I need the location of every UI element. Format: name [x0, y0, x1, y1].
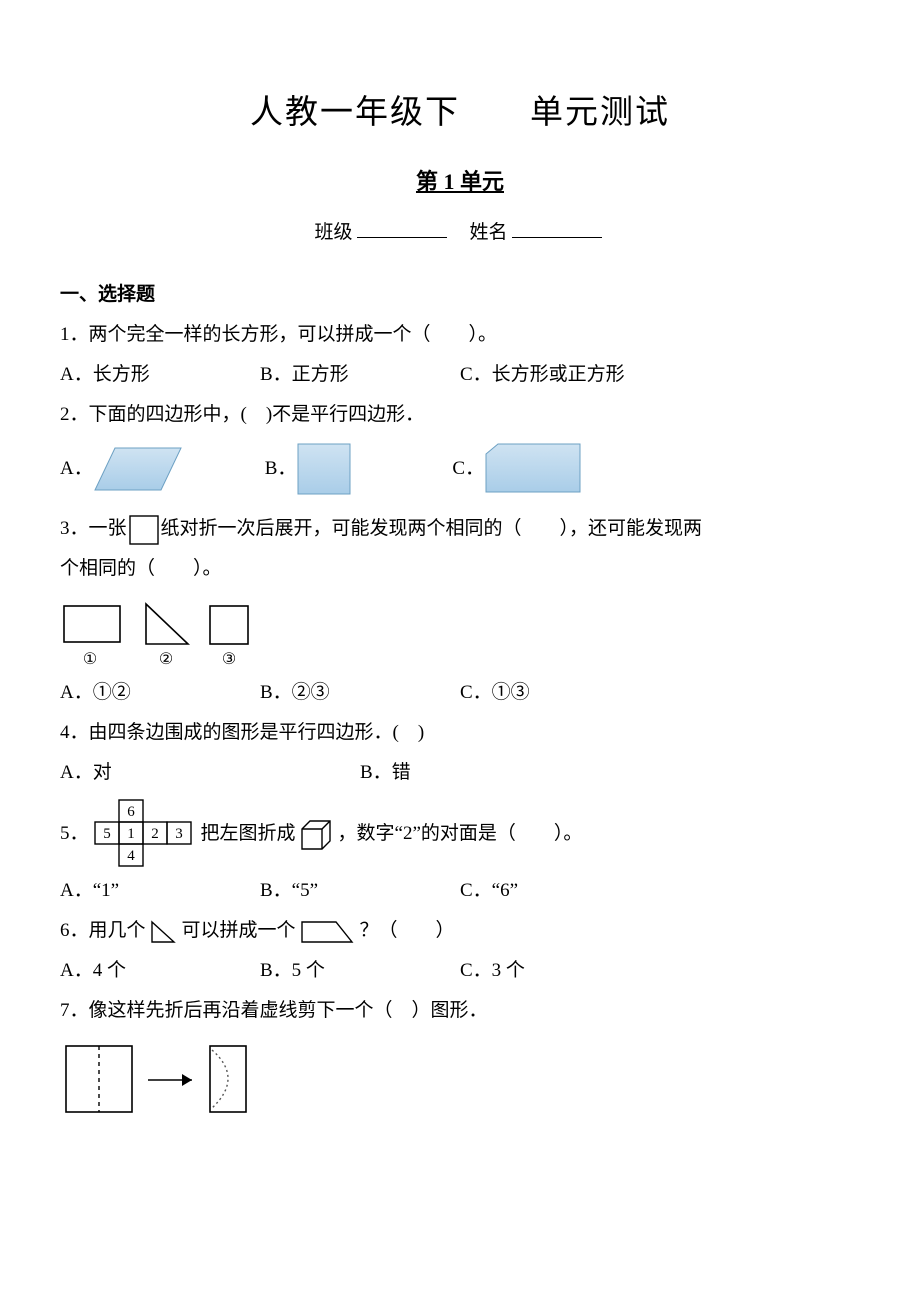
- q4-options: A．对 B．错: [60, 754, 860, 792]
- name-label: 姓名: [470, 222, 508, 243]
- q5-pre: 5．: [60, 815, 89, 853]
- net-4: 4: [127, 848, 135, 864]
- q3-label-1: ①: [83, 651, 97, 668]
- q2-options: A． B． C．: [60, 442, 860, 496]
- q6-opt-c: C．3 个: [460, 952, 660, 990]
- q6-options: A．4 个 B．5 个 C．3 个: [60, 952, 860, 990]
- q6-pre: 6．用几个: [60, 912, 146, 950]
- q5-mid2: ，数字“2”的对面是（ ）。: [338, 815, 583, 853]
- q1-opt-b: B．正方形: [260, 356, 460, 394]
- q5-mid1: 把左图折成: [201, 815, 296, 853]
- trapezoid-icon: [300, 912, 356, 950]
- q1-options: A．长方形 B．正方形 C．长方形或正方形: [60, 356, 860, 394]
- q3-label-3: ③: [222, 651, 236, 668]
- q3-shapes: ① ② ③: [60, 598, 860, 670]
- question-4: 4．由四条边围成的图形是平行四边形．( ): [60, 714, 860, 752]
- q2-opt-b-label: B．: [265, 450, 297, 488]
- parallelogram-icon: [93, 444, 185, 494]
- q3-opt-c: C．①③: [460, 674, 660, 712]
- question-1: 1．两个完全一样的长方形，可以拼成一个（ ）。: [60, 316, 860, 354]
- q3-label-2: ②: [159, 651, 173, 668]
- q1-opt-a: A．长方形: [60, 356, 260, 394]
- name-blank: [512, 218, 602, 238]
- square-icon: [296, 442, 352, 496]
- q6-mid1: 可以拼成一个: [182, 912, 296, 950]
- q5-opt-a: A．“1”: [60, 872, 260, 910]
- question-3: 3．一张 纸对折一次后展开，可能发现两个相同的（ ），还可能发现两: [60, 510, 860, 548]
- section-heading: 一、选择题: [60, 276, 860, 314]
- q3-pre: 3．一张: [60, 510, 127, 548]
- q2-opt-c-label: C．: [452, 450, 484, 488]
- cube-icon: [300, 815, 334, 853]
- q3-mid: 纸对折一次后展开，可能发现两个相同的（ ），还可能发现两: [161, 510, 703, 548]
- net-5: 5: [103, 826, 111, 842]
- pentagon-icon: [484, 442, 584, 496]
- q3-opt-b: B．②③: [260, 674, 460, 712]
- student-info: 班级 姓名: [60, 214, 860, 252]
- q5-opt-b: B．“5”: [260, 872, 460, 910]
- triangle-icon: [150, 912, 178, 950]
- net-3: 3: [175, 826, 183, 842]
- class-label: 班级: [314, 222, 352, 243]
- net-6: 6: [127, 804, 135, 820]
- q6-opt-b: B．5 个: [260, 952, 460, 990]
- page-title: 人教一年级下 单元测试: [60, 80, 860, 146]
- q7-figure: [60, 1040, 860, 1122]
- question-7: 7．像这样先折后再沿着虚线剪下一个（ ）图形．: [60, 992, 860, 1030]
- q3-tail: 个相同的（ ）。: [60, 550, 860, 588]
- q2-opt-a-label: A．: [60, 450, 93, 488]
- question-6: 6．用几个 可以拼成一个 ？（ ）: [60, 912, 860, 950]
- q5-options: A．“1” B．“5” C．“6”: [60, 872, 860, 910]
- net-1: 1: [127, 826, 135, 842]
- cube-net-icon: 6 5 1 2 3 4: [93, 798, 197, 870]
- class-blank: [357, 218, 447, 238]
- question-2: 2．下面的四边形中，( )不是平行四边形．: [60, 396, 860, 434]
- rectangle-icon: [129, 510, 159, 548]
- q5-opt-c: C．“6”: [460, 872, 660, 910]
- q1-opt-c: C．长方形或正方形: [460, 356, 660, 394]
- q4-opt-b: B．错: [360, 754, 560, 792]
- q6-mid2: ？（ ）: [360, 912, 455, 950]
- net-2: 2: [151, 826, 159, 842]
- question-5: 5． 6 5 1 2 3 4 把左图折成: [60, 798, 860, 870]
- q3-opt-a: A．①②: [60, 674, 260, 712]
- page-subtitle: 第 1 单元: [60, 160, 860, 204]
- q4-opt-a: A．对: [60, 754, 360, 792]
- q3-options: A．①② B．②③ C．①③: [60, 674, 860, 712]
- q6-opt-a: A．4 个: [60, 952, 260, 990]
